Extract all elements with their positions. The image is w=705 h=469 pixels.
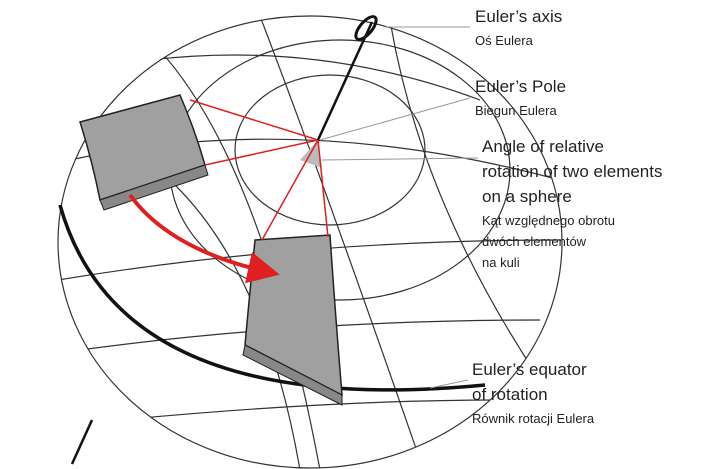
red-line: [204, 139, 319, 166]
label-subtitle: Równik rotacji Eulera: [472, 411, 595, 426]
plate-edge: [99, 164, 209, 211]
label-subtitle: Biegun Eulera: [475, 103, 557, 118]
pointers: [319, 26, 479, 389]
axis: [70, 419, 94, 465]
plate-edge: [242, 344, 343, 406]
pointer: [321, 157, 479, 161]
labels: Euler’s axis Oś Eulera Euler’s Pole Biegun …: [472, 7, 662, 426]
label-title: Euler’s Pole: [475, 77, 566, 96]
axis: [316, 21, 374, 141]
label-title: Euler’s axis: [475, 7, 562, 26]
label-subtitle: Oś Eulera: [475, 33, 534, 48]
red-line: [317, 139, 329, 238]
pointer: [319, 97, 471, 141]
label-title: Euler’s equator: [472, 360, 587, 379]
label-subtitle: dwóch elementów: [482, 234, 587, 249]
red-line: [261, 139, 319, 241]
red-line: [189, 99, 319, 141]
equator: [58, 204, 486, 392]
sphere: [57, 15, 563, 469]
axis-icon: [354, 15, 378, 41]
label-title: Angle of relative: [482, 137, 604, 156]
plate: [79, 94, 206, 201]
label-title: on a sphere: [482, 187, 572, 206]
label-title: of rotation: [472, 385, 548, 404]
label-subtitle: na kuli: [482, 255, 520, 270]
pointer: [429, 379, 469, 389]
label-subtitle: Kąt względnego obrotu: [482, 213, 615, 228]
label-title: rotation of two elements: [482, 162, 662, 181]
rotation-arrow: [128, 193, 280, 284]
